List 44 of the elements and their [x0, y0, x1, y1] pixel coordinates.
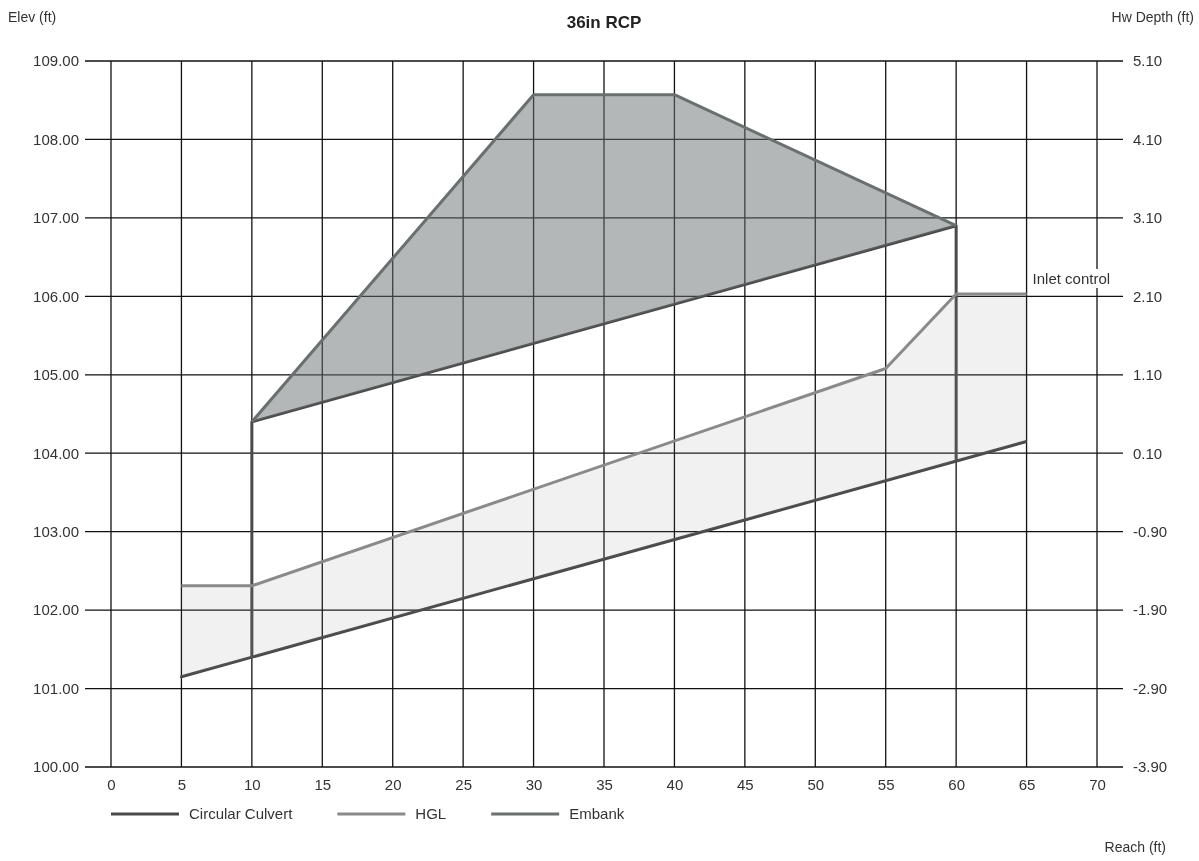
- x-axis-title: Reach (ft): [1104, 839, 1166, 855]
- y-tick-label: 104.00: [33, 444, 79, 462]
- y-tick-label: 101.00: [33, 679, 79, 697]
- legend-label: HGL: [415, 805, 447, 822]
- chart-title: 36in RCP: [566, 13, 642, 32]
- annotation: Inlet control: [1032, 269, 1111, 287]
- y-tick-label: 108.00: [33, 130, 79, 148]
- x-tick-label: 30: [525, 775, 543, 793]
- x-tick-label: 20: [384, 775, 402, 793]
- x-tick-label: 40: [666, 775, 684, 793]
- y2-tick-label: 2.10: [1133, 287, 1163, 305]
- y-tick-label: 102.00: [33, 601, 79, 619]
- x-tick-label: 15: [314, 775, 332, 793]
- line-series: [179, 224, 1029, 679]
- x-tick-label: 50: [807, 775, 825, 793]
- y2-tick-label: -2.90: [1133, 679, 1168, 697]
- y-tick-label: 109.00: [33, 52, 79, 70]
- y2-tick-label: 0.10: [1133, 444, 1163, 462]
- x-tick-label: 65: [1018, 775, 1036, 793]
- y-tick-label: 105.00: [33, 366, 79, 384]
- x-tick-label: 70: [1089, 775, 1106, 793]
- y2-axis-title: Hw Depth (ft): [1111, 9, 1194, 25]
- y-tick-label: 107.00: [33, 209, 79, 227]
- x-tick-label: 25: [455, 775, 472, 793]
- x-tick-label: 35: [596, 775, 613, 793]
- legend-label: Circular Culvert: [189, 805, 294, 822]
- y-tick-label: 103.00: [33, 522, 79, 540]
- y2-tick-label: -3.90: [1133, 758, 1168, 776]
- x-tick-label: 55: [877, 775, 895, 793]
- legend-label: Embank: [569, 805, 625, 822]
- x-tick-label: 0: [107, 775, 116, 793]
- y2-tick-label: 1.10: [1133, 366, 1163, 384]
- y2-tick-label: -1.90: [1133, 601, 1168, 619]
- x-tick-label: 5: [177, 775, 187, 793]
- y2-tick-label: 5.10: [1133, 52, 1163, 70]
- y2-tick-label: 3.10: [1133, 209, 1163, 227]
- y-tick-label: 100.00: [33, 758, 79, 776]
- y2-tick-label: -0.90: [1133, 522, 1168, 540]
- y-axis-title: Elev (ft): [8, 9, 57, 25]
- y2-tick-label: 4.10: [1133, 130, 1163, 148]
- x-tick-label: 45: [737, 775, 754, 793]
- y-tick-label: 106.00: [33, 287, 79, 305]
- x-tick-label: 10: [244, 775, 261, 793]
- x-tick-label: 60: [948, 775, 965, 793]
